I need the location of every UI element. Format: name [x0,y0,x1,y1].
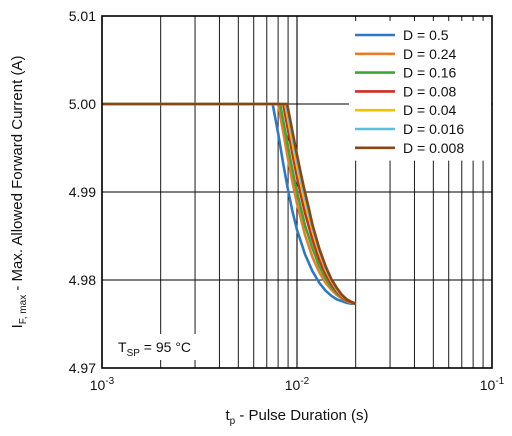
legend-label: D = 0.5 [403,27,449,43]
legend-label: D = 0.08 [403,83,457,99]
y-axis-label-main: I [9,324,26,328]
series-line-4 [102,102,357,305]
x-axis-label-rest: - Pulse Duration (s) [235,407,368,424]
y-tick-label: 4.97 [69,360,96,376]
plot-frame [101,15,493,369]
annotation-box [112,334,212,360]
y-axis-label-rest: - Max. Allowed Forward Current (A) [9,56,26,295]
series-line-2 [102,102,357,305]
series-line-3 [102,102,357,305]
legend-label: D = 0.04 [403,102,457,118]
series-line-6 [102,102,357,305]
x-tick-labels: 10-3 10-2 10-1 [90,376,505,393]
legend-label: D = 0.016 [403,121,464,137]
series-layer [102,102,357,306]
x-tick-label: 10-3 [90,376,115,393]
x-tick-label: 10-1 [480,376,505,393]
y-tick-label: 4.98 [69,272,96,288]
legend-label: D = 0.16 [403,65,457,81]
x-axis-label-main: t [225,407,230,424]
temperature-annotation: TSP = 95 °C [118,339,191,359]
legend: D = 0.5 D = 0.24 D = 0.16 D = 0.08 D = 0.04 D… [355,27,464,156]
series-line-1 [102,102,356,306]
series-line-5 [102,102,357,305]
annotation-rest: = 95 °C [140,339,191,355]
annotation-main: T [118,339,127,355]
y-tick-label: 5.00 [69,96,96,112]
legend-label: D = 0.24 [403,46,457,62]
legend-label: D = 0.008 [403,140,464,156]
y-axis-label-sub: F, max [18,295,29,324]
annotation-sub: SP [127,348,141,359]
y-axis-label: IF, max - Max. Allowed Forward Current (… [9,56,29,329]
x-tick-label: 10-2 [285,376,310,393]
x-axis-label: tp - Pulse Duration (s) [225,407,368,427]
y-tick-label: 4.99 [69,184,96,200]
x-axis-label-sub: p [230,416,236,427]
series-line-0 [102,102,356,306]
y-tick-labels: 4.97 4.98 4.99 5.00 5.01 [69,8,96,376]
y-tick-label: 5.01 [69,8,96,24]
